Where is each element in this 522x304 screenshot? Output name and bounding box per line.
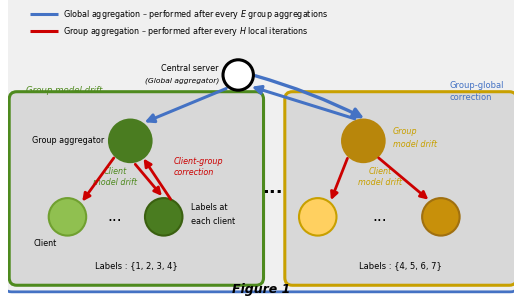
Text: Group-global: Group-global — [449, 81, 504, 90]
Text: Client: Client — [33, 239, 56, 248]
FancyBboxPatch shape — [285, 92, 517, 285]
Text: Global aggregation – performed after every $E$ group aggregations: Global aggregation – performed after eve… — [63, 8, 328, 21]
Circle shape — [342, 119, 385, 162]
Text: model drift: model drift — [358, 178, 402, 187]
Text: Central server: Central server — [161, 64, 219, 73]
Text: Client: Client — [103, 167, 127, 176]
Text: Group model drift: Group model drift — [26, 86, 102, 95]
Text: {3, 4}: {3, 4} — [151, 212, 176, 221]
Text: (Global aggregator): (Global aggregator) — [145, 78, 219, 85]
Text: Client-group: Client-group — [174, 157, 223, 166]
Text: Group: Group — [393, 127, 418, 136]
Text: ...: ... — [373, 209, 387, 224]
FancyBboxPatch shape — [9, 92, 264, 285]
Circle shape — [223, 60, 253, 90]
Text: {6, 7}: {6, 7} — [429, 212, 453, 221]
Text: Group aggregator: Group aggregator — [32, 136, 104, 145]
Text: Labels : {1, 2, 3, 4}: Labels : {1, 2, 3, 4} — [95, 261, 177, 271]
Circle shape — [49, 198, 86, 236]
Text: {1, 2}: {1, 2} — [55, 212, 79, 221]
Circle shape — [422, 198, 459, 236]
Text: each client: each client — [191, 217, 235, 226]
Text: Figure 1: Figure 1 — [232, 283, 290, 296]
Text: Group aggregation – performed after every $H$ local iterations: Group aggregation – performed after ever… — [63, 25, 309, 38]
Text: Labels : {4, 5, 6, 7}: Labels : {4, 5, 6, 7} — [360, 261, 442, 271]
Circle shape — [145, 198, 183, 236]
Text: Client: Client — [369, 167, 392, 176]
Text: model drift: model drift — [93, 178, 137, 187]
Text: Labels at: Labels at — [191, 203, 228, 212]
Text: correction: correction — [174, 168, 214, 177]
Circle shape — [109, 119, 151, 162]
Circle shape — [299, 198, 337, 236]
FancyBboxPatch shape — [3, 0, 519, 292]
Text: {4, 5}: {4, 5} — [305, 212, 330, 221]
Text: model drift: model drift — [393, 140, 437, 149]
Text: ...: ... — [262, 179, 282, 198]
Text: correction: correction — [449, 93, 492, 102]
Text: ...: ... — [108, 209, 122, 224]
